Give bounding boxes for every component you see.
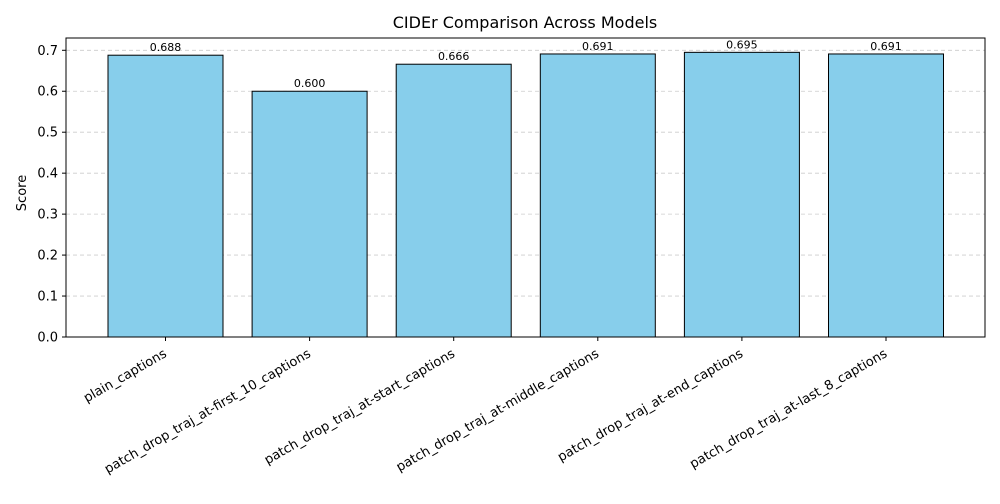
bar-value-label: 0.691 [870,40,902,53]
plot-frame [65,37,986,338]
bar [539,53,656,338]
bar [107,54,224,338]
bars [107,51,944,338]
bar [828,53,944,338]
bar-value-label: 0.666 [438,50,470,63]
bar [251,90,368,338]
y-axis-ticks: 0.0 0.1 0.2 0.3 0.4 0.5 0.6 0.7 [37,44,66,346]
y-tick-label: 0.1 [37,290,58,305]
y-tick-label: 0.4 [37,167,58,182]
y-tick-label: 0.0 [37,331,58,346]
y-tick-label: 0.2 [37,249,58,264]
value-labels: 0.688 0.600 0.666 0.691 0.695 0.691 [150,38,902,90]
y-tick-label: 0.3 [37,208,58,223]
chart-title: CIDEr Comparison Across Models [393,13,657,32]
bar [395,63,512,338]
bar-value-label: 0.688 [150,41,182,54]
y-tick-label: 0.5 [37,126,58,141]
y-tick-label: 0.7 [37,44,58,59]
bar [683,51,800,338]
bar-value-label: 0.600 [294,77,326,90]
y-axis-label: Score [15,175,30,211]
bar-value-label: 0.695 [726,38,758,51]
y-tick-label: 0.6 [37,85,58,100]
bar-value-label: 0.691 [582,40,614,53]
x-axis-ticks: plain_captionspatch_drop_traj_at-first_1… [81,337,890,477]
x-tick-label: plain_captions [81,346,169,406]
